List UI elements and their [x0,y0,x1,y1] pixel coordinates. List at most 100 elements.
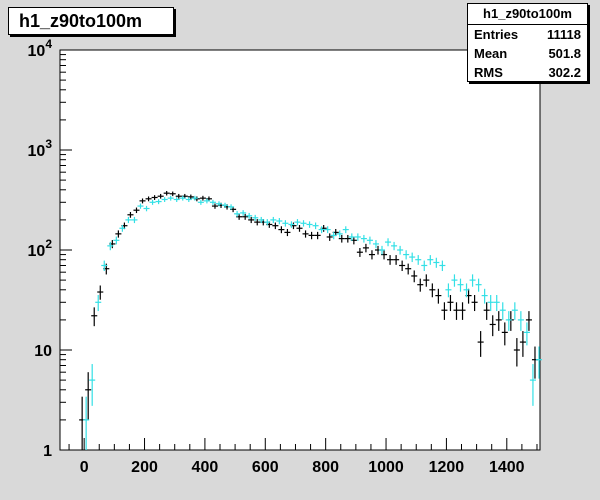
data-point [157,193,164,199]
data-point [457,278,464,292]
data-point [447,295,454,312]
data-point [513,338,520,367]
data-point [453,302,460,320]
x-tick-label: 400 [192,459,219,476]
data-point [441,302,448,320]
data-point [330,231,337,240]
data-point [429,283,436,298]
data-point [139,198,146,204]
data-point [387,255,394,265]
stats-row-entries: Entries 11118 [468,25,587,44]
data-point [326,233,333,241]
data-point [199,195,206,201]
data-point [459,302,466,320]
data-point [151,195,158,200]
data-point [314,231,321,240]
stats-value: 11118 [547,27,581,42]
data-point [131,216,138,224]
data-point [368,250,375,260]
stats-label: Entries [474,27,519,42]
data-point [179,195,186,201]
data-point [143,205,150,212]
data-point [439,260,446,272]
y-tick-label: 102 [28,237,53,260]
y-tick-base: 10 [28,143,46,160]
data-point [344,234,351,243]
data-point [173,197,180,202]
data-point [284,228,291,237]
data-point [167,195,174,201]
series-0 [79,190,538,450]
data-point [91,307,98,327]
data-point [397,245,404,255]
data-point [385,238,392,247]
x-ticks-group: 0 200 400 600 800 1000 1200 1400 [68,438,538,476]
data-point [435,288,442,304]
data-point [451,274,458,287]
data-point [125,216,132,224]
data-point [228,204,235,210]
data-point [101,260,108,272]
data-point [511,302,518,320]
data-point [411,270,418,283]
data-point [234,211,241,217]
data-point [366,236,373,245]
y-tick-base: 10 [28,43,46,60]
data-point [97,285,104,300]
histogram-title: h1_z90to100m [8,7,174,35]
data-point [372,240,379,249]
data-point [294,219,301,226]
data-point [519,331,526,357]
data-point [523,322,530,346]
data-point [362,243,369,253]
data-point [107,241,114,251]
y-tick-label: 104 [28,37,53,60]
data-point [469,274,476,287]
data-point [505,311,512,331]
data-point [378,245,386,255]
data-point [324,226,331,234]
data-point [149,199,156,205]
data-point [296,224,303,232]
data-point [85,372,92,420]
series-1 [83,195,542,450]
stats-value: 501.8 [548,46,581,61]
data-point [127,211,134,218]
data-point [499,302,506,320]
data-point [258,216,265,224]
y-tick-exponent: 3 [45,137,52,151]
data-point [308,231,315,240]
data-point [354,233,361,241]
y-tick-base: 10 [28,243,46,260]
data-point [270,216,277,224]
data-point [222,202,229,208]
series-layer [79,190,542,450]
data-point [215,201,222,207]
data-point [427,255,434,265]
data-point [312,222,319,230]
data-point [415,255,422,265]
data-point [203,198,210,204]
x-tick-label: 1000 [368,459,404,476]
x-tick-label: 0 [80,459,89,476]
y-tick-label: 1 [43,443,52,460]
data-point [276,217,283,225]
data-point [306,221,313,228]
data-point [242,213,249,220]
data-point [145,196,152,202]
x-tick-label: 1400 [489,459,525,476]
y-tick-exponent: 4 [45,37,52,51]
data-point [336,230,343,238]
data-point [529,364,536,406]
data-point [360,234,367,243]
data-point [252,214,259,221]
data-point [481,288,488,304]
stats-label: Mean [474,46,508,61]
data-point [433,257,440,268]
data-point [209,199,216,205]
data-point [119,224,126,232]
stats-row-mean: Mean 501.8 [468,44,587,63]
data-point [83,396,90,450]
